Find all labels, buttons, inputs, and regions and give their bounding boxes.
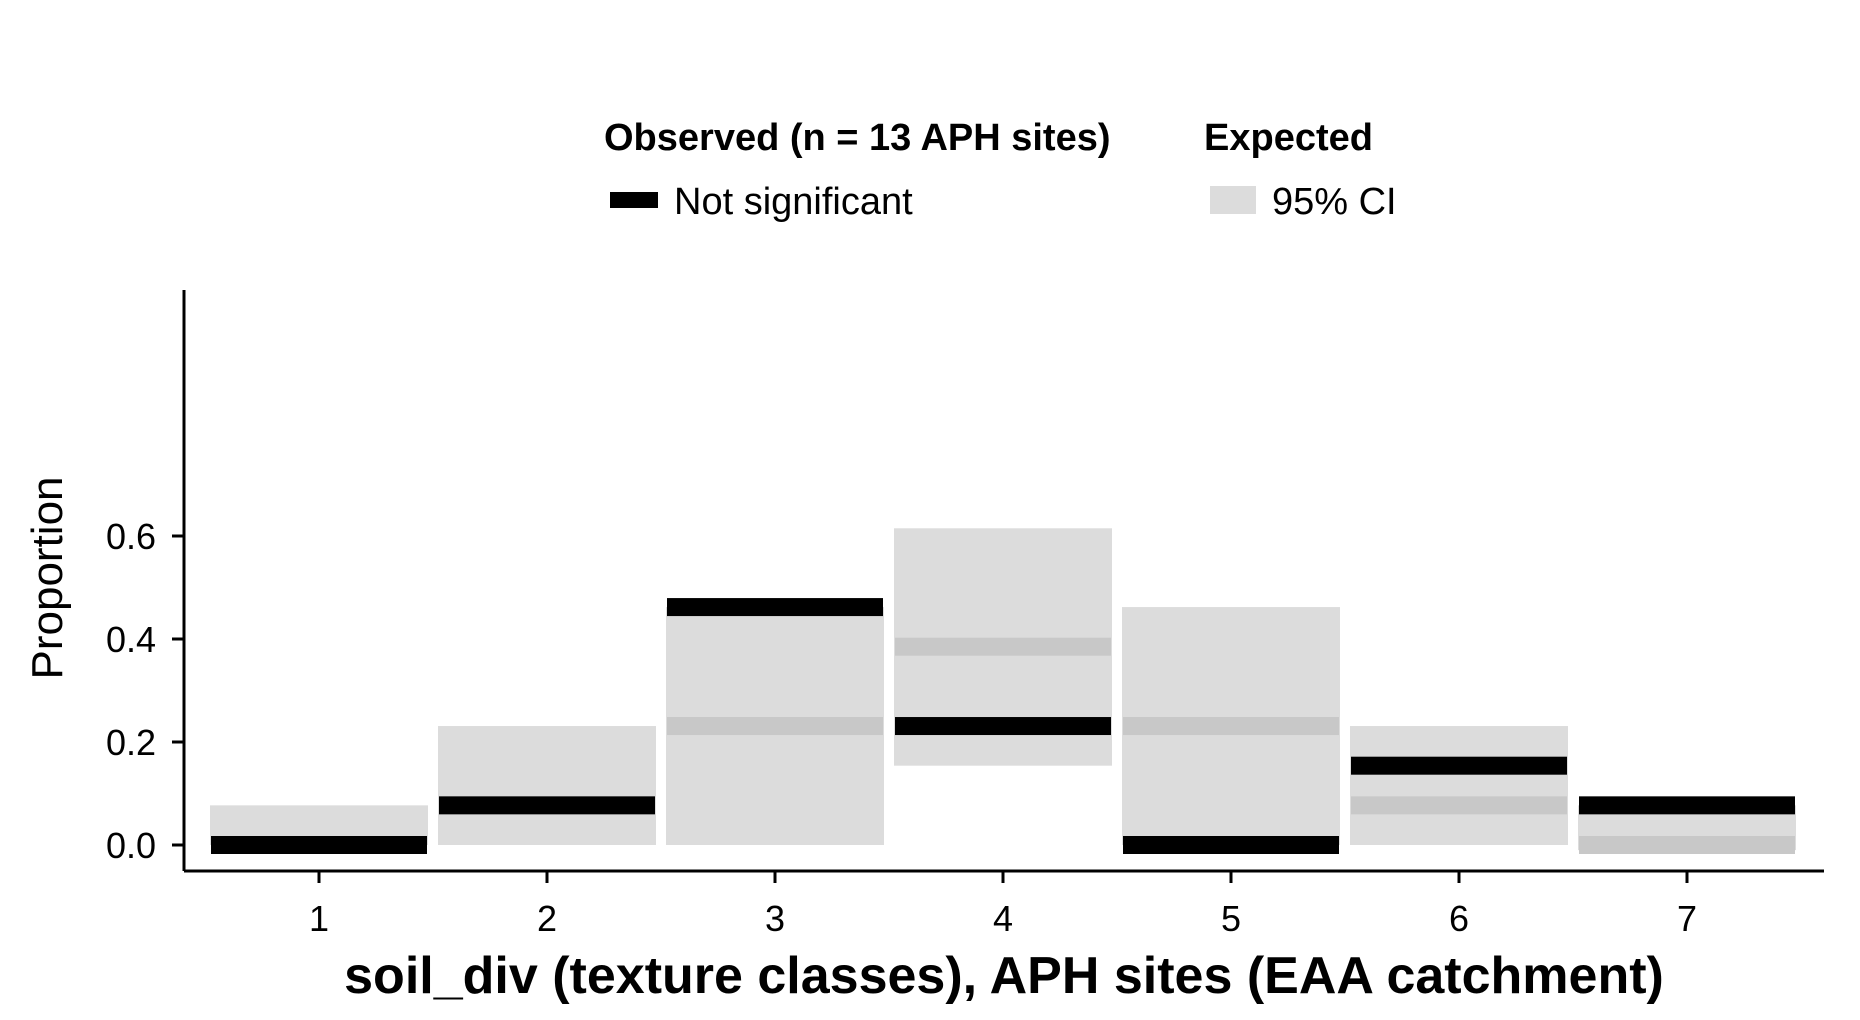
- y-tick-label-0: 0.0: [106, 825, 156, 866]
- observed-layer: [211, 598, 1795, 854]
- y-ticks: 0.0 0.2 0.4 0.6: [106, 516, 184, 866]
- ci-rect-2: [438, 726, 656, 845]
- y-tick-label-2: 0.4: [106, 619, 156, 660]
- observed-bar-3: [667, 598, 883, 617]
- ci-rect-6: [1350, 726, 1568, 845]
- x-tick-label-2: 2: [537, 898, 557, 939]
- x-tick-label-7: 7: [1677, 898, 1697, 939]
- observed-bar-7: [1579, 796, 1795, 815]
- x-tick-label-5: 5: [1221, 898, 1241, 939]
- legend-observed-title: Observed (n = 13 APH sites): [604, 117, 1111, 159]
- observed-bar-2: [439, 796, 655, 815]
- legend-observed-swatch: [610, 192, 658, 208]
- y-tick-label-3: 0.6: [106, 516, 156, 557]
- x-tick-label-6: 6: [1449, 898, 1469, 939]
- legend-expected-title: Expected: [1204, 117, 1373, 159]
- expected-mean-7: [1579, 836, 1795, 854]
- expected-mean-5: [1123, 717, 1339, 736]
- expected-mean-3: [667, 717, 883, 736]
- observed-bar-6: [1351, 756, 1567, 775]
- legend-expected-swatch: [1210, 186, 1256, 214]
- legend-observed-label: Not significant: [674, 181, 913, 223]
- expected-mean-4: [895, 637, 1111, 656]
- x-axis-title: soil_div (texture classes), APH sites (E…: [344, 947, 1664, 1005]
- x-tick-label-4: 4: [993, 898, 1013, 939]
- y-axis-title: Proportion: [23, 476, 72, 679]
- expected-mean-6: [1351, 796, 1567, 815]
- y-tick-label-1: 0.2: [106, 722, 156, 763]
- observed-bar-5: [1123, 836, 1339, 854]
- expected-mean-layer: [667, 637, 1795, 854]
- x-tick-label-1: 1: [309, 898, 329, 939]
- observed-bar-1: [211, 836, 427, 854]
- x-ticks: 1 2 3 4 5 6 7: [309, 871, 1697, 939]
- legend: Observed (n = 13 APH sites) Not signific…: [604, 117, 1397, 223]
- legend-expected-label: 95% CI: [1272, 181, 1397, 223]
- observed-bar-4: [895, 717, 1111, 736]
- x-tick-label-3: 3: [765, 898, 785, 939]
